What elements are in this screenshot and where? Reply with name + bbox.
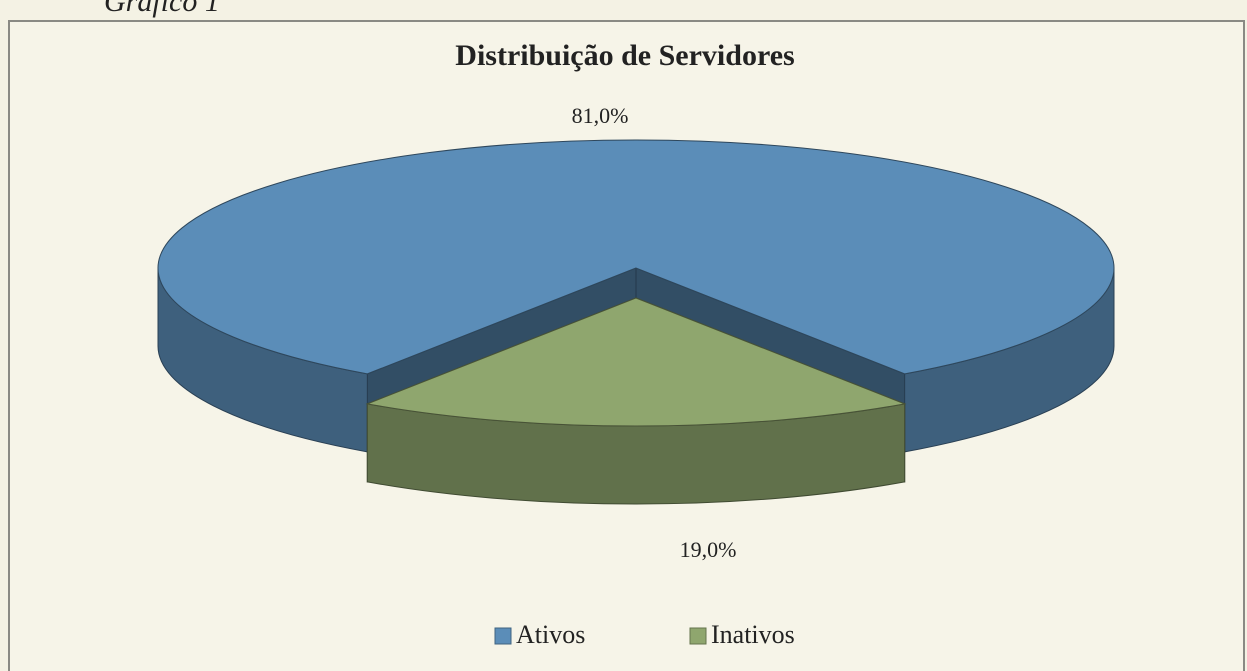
legend-swatch: [494, 627, 512, 645]
legend-label: Inativos: [711, 620, 795, 649]
data-label: 19,0%: [680, 537, 737, 562]
caption: Gráfico 1: [104, 0, 220, 18]
slice: [157, 139, 1115, 375]
legend-label: Ativos: [516, 620, 585, 649]
chart-title: Distribuição de Servidores: [455, 39, 794, 72]
data-label: 81,0%: [572, 103, 629, 128]
slice: [365, 297, 907, 427]
legend-swatch: [689, 627, 707, 645]
